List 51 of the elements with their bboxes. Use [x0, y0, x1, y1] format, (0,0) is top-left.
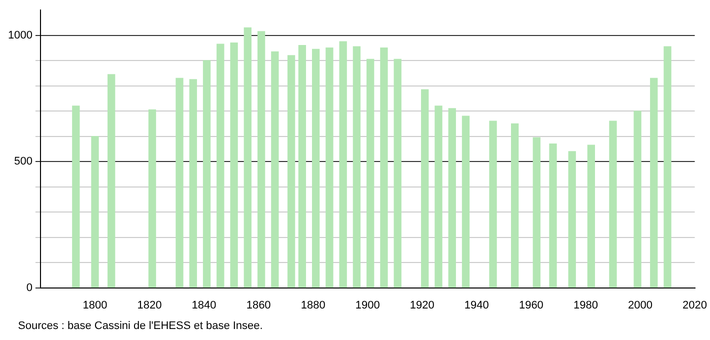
x-tick-label: 1940	[464, 299, 489, 312]
bar	[394, 58, 402, 288]
bar	[326, 48, 334, 288]
x-tick-label: 1980	[573, 299, 598, 312]
x-tick-label: 2000	[628, 299, 652, 312]
y-tick-label: 1000	[8, 29, 32, 42]
bar	[664, 46, 672, 288]
x-tick-label: 1820	[137, 299, 162, 312]
y-tick-label: 500	[14, 156, 32, 168]
bar	[108, 74, 116, 288]
bar	[91, 136, 99, 288]
bar	[298, 45, 306, 288]
bar	[352, 46, 361, 288]
bar	[489, 120, 497, 288]
bar	[421, 89, 429, 288]
x-tick-label: 1920	[410, 299, 434, 312]
x-tick-label: 1800	[82, 299, 108, 312]
source-note: Sources : base Cassini de l'EHESS et base Insee.	[18, 320, 263, 332]
bar	[448, 108, 456, 288]
bar	[609, 120, 617, 288]
bar	[434, 106, 442, 288]
bar	[549, 144, 557, 288]
x-tick-label: 1960	[518, 299, 544, 312]
x-tick-label: 1900	[355, 299, 380, 312]
x-tick-label: 2020	[682, 299, 708, 312]
bar	[312, 48, 320, 288]
bar	[257, 31, 266, 288]
y-tick-label: 0	[26, 282, 32, 294]
bar	[72, 106, 80, 288]
bar	[189, 79, 197, 288]
bar	[176, 78, 184, 288]
bar	[244, 27, 252, 288]
bar	[148, 109, 156, 288]
bar	[462, 116, 470, 288]
x-tick-label: 1840	[192, 299, 216, 312]
bar	[271, 51, 279, 288]
bar	[202, 60, 211, 288]
bar	[380, 48, 388, 288]
bar	[216, 44, 224, 288]
bar	[650, 78, 658, 288]
bar	[287, 55, 296, 288]
bar	[230, 42, 238, 288]
bar	[511, 123, 519, 288]
bar	[568, 151, 576, 288]
bar	[587, 144, 595, 288]
bar	[366, 58, 374, 288]
bar	[634, 110, 642, 288]
bar	[339, 41, 347, 288]
x-tick-label: 1880	[300, 299, 326, 312]
x-tick-label: 1860	[246, 299, 271, 312]
bar	[532, 137, 540, 288]
